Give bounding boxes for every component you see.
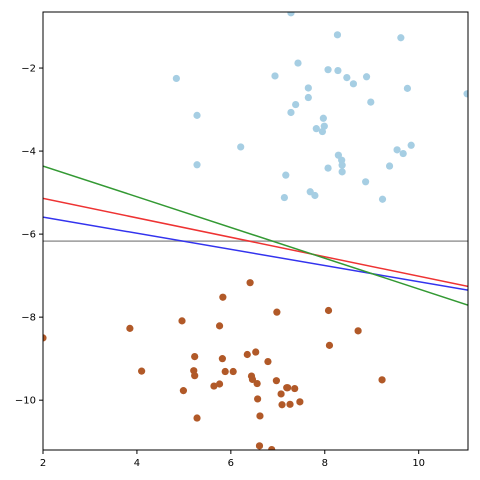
- scatter-point-series-1-29: [277, 390, 285, 398]
- scatter-point-series-1-1: [126, 324, 134, 332]
- scatter-point-series-0-25: [393, 146, 401, 154]
- scatter-point-series-0-18: [367, 98, 375, 106]
- scatter-point-series-1-4: [179, 387, 188, 395]
- scatter-point-series-0-34: [282, 171, 290, 179]
- scatter-point-series-1-13: [218, 355, 226, 363]
- scatter-point-series-1-2: [138, 367, 146, 375]
- scatter-point-series-0-11: [403, 84, 412, 92]
- scatter-point-series-1-24: [255, 442, 264, 450]
- scatter-point-series-0-31: [324, 164, 332, 172]
- scatter-point-series-1-15: [229, 367, 237, 376]
- scatter-point-series-0-19: [319, 114, 327, 122]
- scatter-point-series-0-4: [271, 72, 279, 80]
- scatter-point-series-1-33: [286, 400, 294, 408]
- x-tick-label-10: 10: [412, 458, 425, 469]
- scatter-point-series-0-12: [463, 90, 468, 98]
- scatter-point-series-0-38: [280, 193, 288, 202]
- scatter-point-series-1-20: [252, 348, 260, 356]
- scatter-point-series-0-29: [338, 161, 346, 169]
- scatter-point-series-0-5: [172, 74, 180, 83]
- scatter-point-series-0-2: [397, 34, 405, 42]
- y-tick-label--4: −4: [21, 147, 36, 158]
- y-tick-label--8: −8: [21, 313, 36, 324]
- scatter-point-series-1-17: [246, 279, 254, 287]
- scatter-point-series-0-14: [304, 93, 312, 102]
- scatter-point-series-0-6: [324, 66, 332, 74]
- plot-area: [43, 12, 468, 450]
- scatter-point-series-1-0: [43, 334, 47, 342]
- scatter-point-series-1-22: [254, 395, 262, 403]
- scatter-point-series-0-39: [378, 195, 387, 203]
- scatter-point-series-1-11: [215, 322, 224, 330]
- y-tick-label--2: −2: [21, 64, 36, 75]
- scatter-point-series-1-38: [354, 327, 362, 335]
- scatter-point-series-1-26: [268, 445, 276, 450]
- scatter-point-series-1-12: [219, 293, 227, 301]
- scatter-point-series-1-16: [243, 350, 251, 359]
- decision-line-5: [43, 165, 468, 306]
- scatter-point-series-1-35: [296, 398, 304, 406]
- scatter-point-series-0-15: [292, 100, 300, 109]
- scatter-point-series-0-30: [338, 168, 346, 176]
- scatter-point-series-1-23: [256, 412, 264, 420]
- scatter-point-series-0-10: [362, 73, 371, 81]
- x-tick-label-6: 6: [228, 458, 234, 469]
- scatter-point-series-1-9: [210, 382, 218, 390]
- scatter-point-series-0-32: [385, 162, 394, 170]
- scatter-point-series-0-13: [304, 84, 312, 92]
- scatter-point-series-0-37: [311, 191, 319, 200]
- scatter-point-series-1-8: [193, 414, 201, 422]
- y-tick-label--6: −6: [21, 230, 36, 241]
- scatter-point-series-0-24: [407, 141, 415, 149]
- scatter-point-series-0-20: [320, 122, 328, 130]
- scatter-point-series-0-35: [362, 178, 370, 186]
- scatter-point-series-1-19: [248, 375, 257, 384]
- x-tick-label-4: 4: [134, 458, 140, 469]
- plot-frame: [42, 11, 469, 451]
- scatter-point-series-1-10: [215, 380, 224, 388]
- scatter-point-series-0-9: [349, 80, 358, 88]
- scatter-point-series-0-0: [287, 12, 295, 17]
- scatter-point-series-0-33: [193, 161, 201, 169]
- scatter-point-series-0-26: [399, 149, 407, 158]
- scatter-point-series-1-14: [221, 367, 229, 376]
- decision-line-4: [43, 197, 468, 288]
- axes: 2 4 6 8 10 −10 −8 −6 −4 −2: [15, 11, 469, 469]
- scatter-point-series-0-16: [287, 108, 295, 117]
- y-tick-label--10: −10: [15, 396, 36, 407]
- scatter-point-series-0-22: [318, 127, 327, 136]
- scatter-point-series-1-27: [272, 377, 280, 385]
- scatter-point-series-0-17: [193, 111, 201, 119]
- scatter-point-series-1-5: [191, 352, 199, 361]
- x-tick-label-2: 2: [40, 458, 46, 469]
- x-tick-label-8: 8: [322, 458, 328, 469]
- scatter-point-series-1-36: [324, 306, 333, 315]
- scatter-point-series-1-3: [178, 317, 186, 325]
- scatter-point-series-1-30: [278, 401, 286, 409]
- scatter-point-series-0-8: [343, 74, 351, 82]
- scatter-point-series-0-7: [334, 66, 342, 75]
- decision-line-3: [43, 216, 468, 291]
- scatter-point-series-0-3: [294, 59, 302, 67]
- scatter-point-series-1-25: [264, 357, 272, 366]
- scatter-point-series-1-32: [284, 384, 292, 392]
- scatter-point-series-1-21: [253, 379, 261, 388]
- scatter-point-series-0-21: [312, 125, 320, 133]
- scatter-point-series-1-39: [378, 376, 386, 384]
- scatter-point-series-1-7: [191, 372, 199, 380]
- scatter-point-series-0-23: [237, 143, 245, 151]
- scatter-point-series-1-34: [291, 384, 299, 393]
- scatter-point-series-1-28: [273, 308, 281, 316]
- scatter-point-series-0-1: [333, 31, 342, 39]
- scatter-point-series-1-37: [325, 341, 334, 349]
